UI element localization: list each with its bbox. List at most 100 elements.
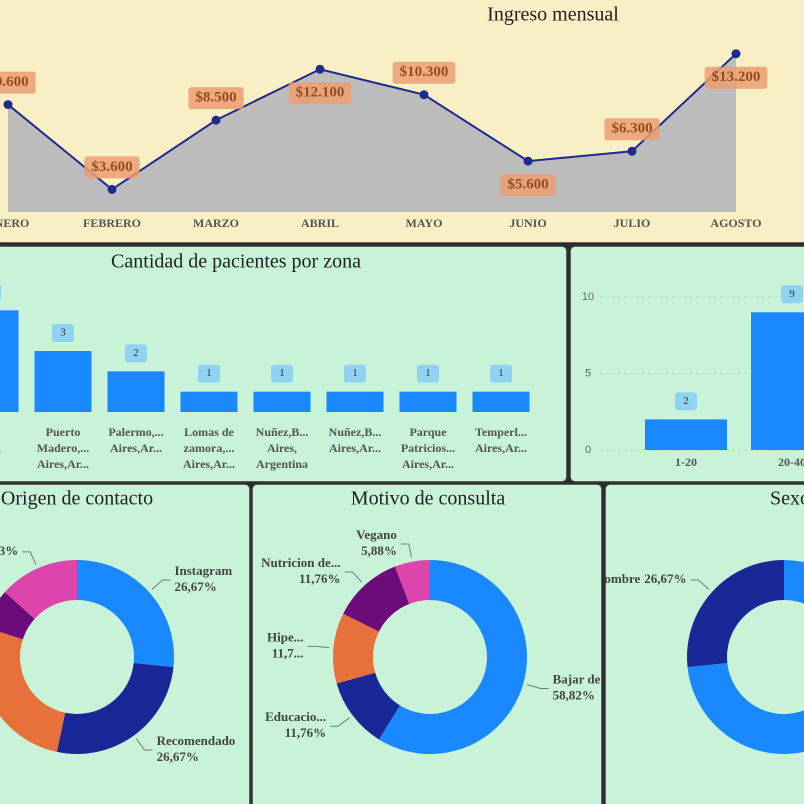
chart: Origen de contactoInstagram26,67%Recomen… <box>0 488 235 764</box>
slice-label: Educacio... <box>265 709 326 724</box>
chart-title: Sexo <box>770 488 804 510</box>
data-label-box <box>188 87 244 110</box>
data-label: $5.600 <box>507 177 548 193</box>
leader-line <box>690 579 710 590</box>
point <box>211 115 221 125</box>
x-tick-label: Nuñez,B... Aires, Argentina <box>256 425 309 471</box>
data-label-box <box>271 364 293 383</box>
x-tick-label: MAYO <box>406 216 443 230</box>
slice-label: Bajar de peso <box>553 671 629 686</box>
y-tick-label: 0 <box>585 444 591 456</box>
x-tick-label: ENERO <box>0 216 29 230</box>
bar <box>34 351 92 412</box>
data-label-box <box>0 71 36 94</box>
data-label: 1 <box>425 367 431 379</box>
area <box>8 53 736 212</box>
slice-value-label: 26,67% <box>644 571 686 586</box>
data-label-box <box>604 118 660 141</box>
data-label-box <box>198 364 220 383</box>
slice-value-label: 26,67% <box>174 579 216 594</box>
bar <box>253 391 311 412</box>
data-label-box <box>500 174 556 197</box>
x-tick-label: Lomas de zamora,... Aires,Ar... <box>183 425 235 471</box>
slice <box>394 560 430 604</box>
panel-origin <box>0 483 251 804</box>
point <box>523 156 533 166</box>
bar <box>326 391 384 412</box>
chart: Cantidad de pacientes por zona5as...Ar..… <box>0 251 530 471</box>
slice-value-label: 11,76% <box>299 571 341 586</box>
point <box>315 64 325 74</box>
chart-title: Ingreso mensual <box>487 4 619 26</box>
chart-title: Motivo de consulta <box>351 488 506 510</box>
data-label: 2 <box>683 395 689 407</box>
data-label: 2 <box>133 347 139 359</box>
slice-label: Hipe... <box>267 629 303 644</box>
point <box>627 146 637 156</box>
bar <box>645 419 727 450</box>
slice-label: Nutricion de... <box>261 555 340 570</box>
x-tick-label: as...Ar... <box>0 425 1 455</box>
slice-value-label: 11,76% <box>285 725 327 740</box>
chart: 0 5 10 2 1-20 9 20-40 <box>582 285 804 469</box>
x-tick-label: Nuñez,B... Aires,Ar... <box>329 425 382 455</box>
data-label: 1 <box>206 367 212 379</box>
leader-line <box>151 579 171 590</box>
point <box>731 49 741 59</box>
point <box>419 90 429 100</box>
chart-title: Cantidad de pacientes por zona <box>111 251 361 273</box>
slice-label: Recomendado <box>157 733 236 748</box>
bar <box>472 391 530 412</box>
slice <box>77 560 175 668</box>
slice <box>687 560 784 668</box>
data-label-box <box>84 156 140 179</box>
bar <box>751 312 804 450</box>
leader-line <box>307 645 330 649</box>
data-label: 9 <box>789 288 795 300</box>
point <box>107 184 117 194</box>
point <box>3 100 13 110</box>
panel-zones <box>0 245 568 483</box>
x-tick-label: JUNIO <box>509 216 546 230</box>
chart: Ingreso mensual ENERO FEBRERO MARZO ABRIL MAY… <box>0 4 768 230</box>
data-label: 3 <box>60 327 66 339</box>
slice-value-label: 5,88% <box>361 543 397 558</box>
chart-title: Origen de contacto <box>1 488 153 510</box>
y-tick-label: 10 <box>582 291 594 303</box>
data-label-box <box>288 82 352 105</box>
slice <box>378 560 527 755</box>
data-label-box <box>344 364 366 383</box>
bar <box>107 371 165 412</box>
data-label-box <box>0 284 1 301</box>
data-label: 1 <box>498 367 504 379</box>
data-label-box <box>781 285 803 304</box>
bar <box>180 391 238 412</box>
slice-label: Vegano <box>356 527 397 542</box>
slice-value-label: 13,33% <box>0 543 18 558</box>
data-label: 1 <box>352 367 358 379</box>
data-label-box <box>52 324 74 342</box>
x-tick-label: Puerto Madero,... Aires,Ar... <box>37 425 89 471</box>
slice <box>687 560 804 754</box>
data-label-box <box>417 364 439 383</box>
x-tick-label: Palermo,... Aires,Ar... <box>108 425 163 455</box>
y-tick-label: 5 <box>585 367 591 379</box>
slice <box>4 560 78 619</box>
data-label: $9.600 <box>0 74 29 90</box>
data-label: $3.600 <box>91 159 132 175</box>
bar <box>399 391 457 412</box>
data-label: $10.300 <box>400 64 449 80</box>
panel-ages <box>569 245 804 483</box>
leader-line <box>400 543 412 558</box>
data-label: 1 <box>279 367 285 379</box>
x-tick-label: Parque Patricios... Aires,Ar... <box>401 425 455 471</box>
leader-line <box>344 571 363 583</box>
data-label-box <box>125 344 147 363</box>
data-label-box <box>392 61 456 84</box>
x-tick-label: MARZO <box>193 216 239 230</box>
x-tick-label: ABRIL <box>301 216 339 230</box>
leader-line <box>22 551 37 565</box>
panel-reason <box>251 483 603 804</box>
slice <box>336 672 400 740</box>
